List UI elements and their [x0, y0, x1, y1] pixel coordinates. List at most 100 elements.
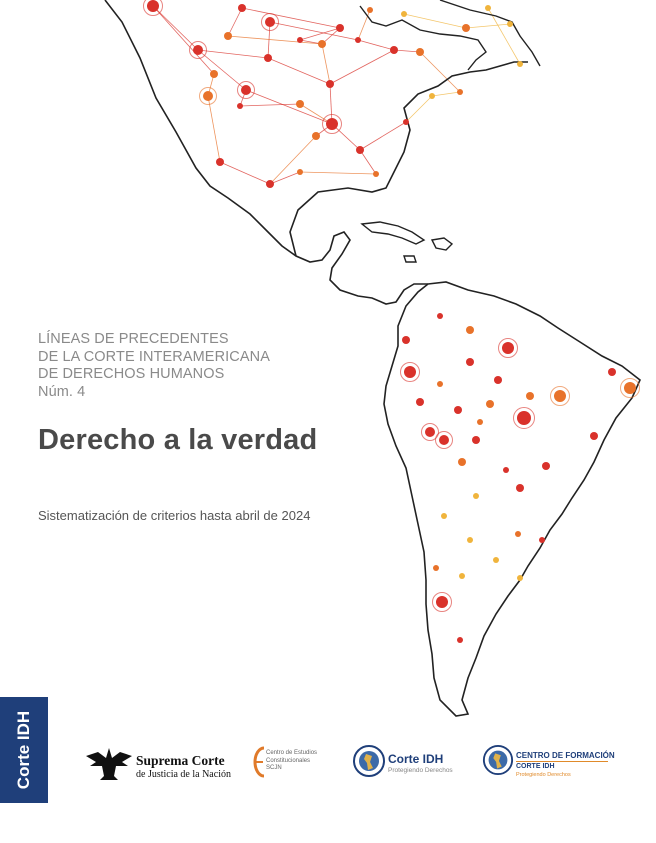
network-node [590, 432, 598, 440]
network-node [241, 85, 251, 95]
network-link [393, 49, 421, 53]
network-link [227, 7, 243, 37]
network-node [457, 637, 463, 643]
corte-idh-name: Corte IDH [388, 752, 444, 766]
network-node [624, 382, 636, 394]
north-america-outline [104, 0, 428, 305]
network-node [416, 398, 424, 406]
cec-line-3: SCJN [266, 765, 282, 771]
network-node [402, 336, 410, 344]
network-node [517, 411, 531, 425]
network-node [433, 565, 439, 571]
network-node [437, 313, 443, 319]
series-line-1: LÍNEAS DE PRECEDENTES [38, 331, 229, 347]
network-node [401, 11, 407, 17]
network-node [439, 435, 449, 445]
network-node [467, 537, 473, 543]
network-node [373, 171, 379, 177]
network-link [329, 49, 395, 85]
series-line-3: DE DERECHOS HUMANOS [38, 366, 225, 382]
network-node [437, 381, 443, 387]
network-node [486, 400, 494, 408]
network-node [608, 368, 616, 376]
network-node [473, 493, 479, 499]
cec-line-1: Centro de Estudios [266, 750, 318, 756]
cuba-outline [360, 221, 426, 245]
centro-formacion-org: CORTE IDH [516, 763, 555, 770]
network-link [331, 123, 361, 151]
centro-formacion-name: CENTRO DE FORMACIÓN [516, 751, 615, 760]
network-node [238, 4, 246, 12]
corte-idh-seal-icon [482, 744, 514, 776]
network-node [436, 596, 448, 608]
network-node [516, 484, 524, 492]
centro-formacion-tagline: Protegiendo Derechos [516, 772, 571, 778]
network-node [466, 326, 474, 334]
network-node [355, 37, 361, 43]
side-band: Corte IDH [0, 697, 48, 803]
network-link [357, 9, 371, 41]
network-node [429, 93, 435, 99]
network-link [359, 121, 407, 151]
network-node-halo [322, 114, 342, 134]
corte-idh-tagline: Protegiendo Derechos [388, 767, 453, 774]
cover-subtitle: Sistematización de criterios hasta abril… [38, 508, 311, 523]
network-node [494, 376, 502, 384]
network-node-halo [421, 423, 439, 441]
network-link [207, 95, 221, 163]
network-node-halo [400, 362, 420, 382]
network-node [193, 45, 203, 55]
series-heading: LÍNEAS DE PRECEDENTES DE LA CORTE INTERA… [38, 331, 270, 401]
network-node [441, 513, 447, 519]
network-link [239, 103, 301, 107]
issue-number: Núm. 4 [38, 383, 86, 400]
network-node-halo [435, 431, 453, 449]
logo-strip: Suprema Corte de Justicia de la Nación C… [0, 740, 656, 790]
centro-formacion-divider [516, 761, 608, 762]
cec-e-icon [253, 746, 265, 778]
network-node [297, 169, 303, 175]
network-node [390, 46, 398, 54]
scjn-subname: de Justicia de la Nación [136, 769, 231, 780]
network-node-halo [550, 386, 570, 406]
network-node-halo [199, 87, 217, 105]
network-link [359, 149, 377, 175]
network-link [197, 49, 247, 91]
network-node [297, 37, 303, 43]
network-nodes [143, 0, 640, 643]
network-link [487, 7, 521, 65]
eagle-emblem-icon [86, 748, 132, 780]
network-node [326, 118, 338, 130]
network-node [336, 24, 344, 32]
network-link [299, 103, 333, 125]
network-node [515, 531, 521, 537]
network-node [367, 7, 373, 13]
network-link [299, 27, 341, 41]
corte-idh-seal-icon [353, 745, 385, 777]
network-node [462, 24, 470, 32]
network-node [517, 61, 523, 67]
network-node [517, 575, 523, 581]
network-node [459, 573, 465, 579]
network-node [416, 48, 424, 56]
scjn-name: Suprema Corte [136, 753, 225, 768]
network-node [264, 54, 272, 62]
network-node [147, 0, 159, 12]
network-node [318, 40, 326, 48]
network-link [219, 161, 271, 185]
network-node [265, 17, 275, 27]
network-link [431, 91, 461, 97]
jamaica-outline [403, 255, 417, 263]
network-link [267, 21, 271, 59]
network-node [466, 358, 474, 366]
network-link [321, 27, 341, 45]
network-link [299, 171, 377, 175]
network-node-halo [143, 0, 163, 16]
network-node [266, 180, 274, 188]
network-link [419, 51, 461, 93]
network-node [457, 89, 463, 95]
network-link [245, 89, 333, 125]
network-node-halo [498, 338, 518, 358]
network-link [152, 5, 215, 75]
network-node [503, 467, 509, 473]
